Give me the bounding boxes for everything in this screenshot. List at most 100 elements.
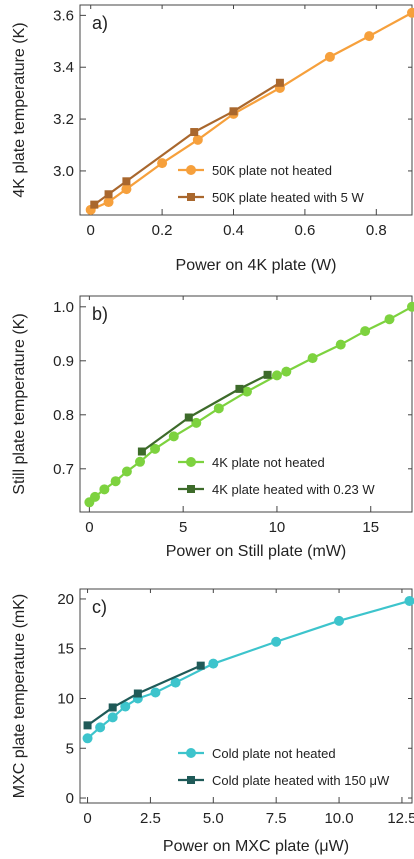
- data-point: [191, 417, 202, 428]
- x-tick-label: 0: [87, 222, 95, 239]
- y-tick-label: 0.8: [53, 407, 74, 424]
- y-axis-title: 4K plate temperature (K): [11, 22, 28, 197]
- x-axis-title: Power on Still plate (mW): [166, 543, 347, 560]
- data-point: [108, 703, 117, 712]
- x-tick-label: 5: [179, 519, 187, 536]
- y-tick-label: 1.0: [53, 299, 74, 316]
- panel-1: 0 0.2 0.4 0.6 0.8 3.0 3.2 3.4 3.6 Power on 4K pla…: [11, 4, 414, 274]
- data-point: [90, 200, 99, 209]
- y-tick-label: 5: [66, 740, 74, 757]
- data-point: [82, 733, 93, 744]
- data-point: [407, 301, 414, 312]
- data-point: [137, 447, 146, 456]
- x-tick-label: 0.6: [294, 222, 315, 239]
- data-point: [334, 615, 345, 626]
- x-tick-label: 0.8: [366, 222, 387, 239]
- y-tick-label: 3.2: [53, 111, 74, 128]
- x-tick-label: 5.0: [203, 810, 224, 827]
- y-tick-label: 3.6: [53, 7, 74, 24]
- x-tick-label: 7.5: [266, 810, 287, 827]
- data-point: [271, 370, 282, 381]
- data-point: [407, 7, 414, 18]
- y-axis-title: MXC plate temperature (mK): [11, 594, 28, 799]
- legend-entry: 4K plate heated with 0.23 W: [212, 482, 375, 497]
- y-tick-label: 0: [66, 790, 74, 807]
- data-point: [404, 595, 414, 606]
- legend-entry: Cold plate not heated: [212, 746, 336, 761]
- data-point: [184, 413, 193, 422]
- data-point: [122, 177, 131, 186]
- data-point: [241, 386, 252, 397]
- legend-marker: [186, 748, 196, 758]
- data-point: [103, 197, 114, 208]
- x-tick-label: 10.0: [324, 810, 353, 827]
- x-tick-label: 10: [269, 519, 286, 536]
- x-axis-title: Power on 4K plate (W): [176, 257, 337, 274]
- data-point: [192, 134, 203, 145]
- legend-marker: [187, 485, 195, 493]
- data-point: [110, 476, 121, 487]
- series-line: [86, 664, 202, 727]
- data-point: [213, 403, 224, 414]
- data-point: [104, 190, 113, 199]
- data-point: [190, 128, 199, 137]
- data-point: [271, 636, 282, 647]
- data-point: [120, 701, 131, 712]
- series-1: [84, 301, 414, 508]
- x-tick-label: 0.4: [223, 222, 244, 239]
- data-point: [335, 339, 346, 350]
- x-tick-label: 12.5: [387, 810, 414, 827]
- data-point: [99, 484, 110, 495]
- series-1: [82, 595, 414, 744]
- legend: Cold plate not heated Cold plate heated w…: [178, 746, 390, 788]
- series-line: [88, 305, 413, 504]
- data-point: [360, 326, 371, 337]
- y-tick-label: 0.7: [53, 461, 74, 478]
- x-tick-label: 0: [85, 519, 93, 536]
- data-point: [135, 456, 146, 467]
- legend: 4K plate not heated 4K plate heated with …: [178, 455, 375, 497]
- y-tick-label: 0.9: [53, 353, 74, 370]
- x-axis-title: Power on MXC plate (μW): [163, 838, 349, 855]
- series-2: [137, 370, 272, 456]
- data-point: [133, 689, 142, 698]
- series-1: [85, 7, 414, 215]
- x-tick-label: 0.2: [152, 222, 173, 239]
- legend-marker: [187, 193, 195, 201]
- y-tick-label: 15: [57, 641, 74, 658]
- data-point: [281, 366, 292, 377]
- y-axis-title: Still plate temperature (K): [11, 313, 28, 494]
- data-point: [107, 712, 118, 723]
- data-point: [170, 677, 181, 688]
- data-point: [121, 184, 132, 195]
- data-point: [150, 687, 161, 698]
- data-point: [90, 491, 101, 502]
- series-2: [83, 661, 205, 730]
- legend-marker: [186, 457, 196, 467]
- data-point: [150, 443, 161, 454]
- legend-entry: 50K plate not heated: [212, 163, 332, 178]
- data-point: [196, 661, 205, 670]
- x-tick-label: 0: [83, 810, 91, 827]
- plot-frame: [79, 295, 413, 513]
- panel-3: 0 2.5 5.0 7.5 10.0 12.5 0 5 10 15 20 Power on MXC p…: [11, 588, 414, 855]
- data-point: [229, 107, 238, 116]
- legend-entry: 4K plate not heated: [212, 455, 325, 470]
- panel-label: b): [92, 304, 108, 324]
- data-point: [384, 314, 395, 325]
- data-point: [263, 370, 272, 379]
- series-line: [90, 11, 413, 211]
- data-point: [307, 353, 318, 364]
- data-point: [235, 384, 244, 393]
- panel-label: a): [92, 13, 108, 33]
- series-2: [90, 78, 284, 209]
- data-point: [208, 658, 219, 669]
- x-tick-label: 15: [362, 519, 379, 536]
- legend-entry: Cold plate heated with 150 μW: [212, 773, 390, 788]
- data-point: [121, 466, 132, 477]
- data-point: [324, 51, 335, 62]
- x-tick-label: 2.5: [140, 810, 161, 827]
- legend-marker: [187, 776, 195, 784]
- data-point: [83, 721, 92, 730]
- panel-2: 0 5 10 15 0.7 0.8 0.9 1.0 Power on Still plate (…: [11, 295, 414, 560]
